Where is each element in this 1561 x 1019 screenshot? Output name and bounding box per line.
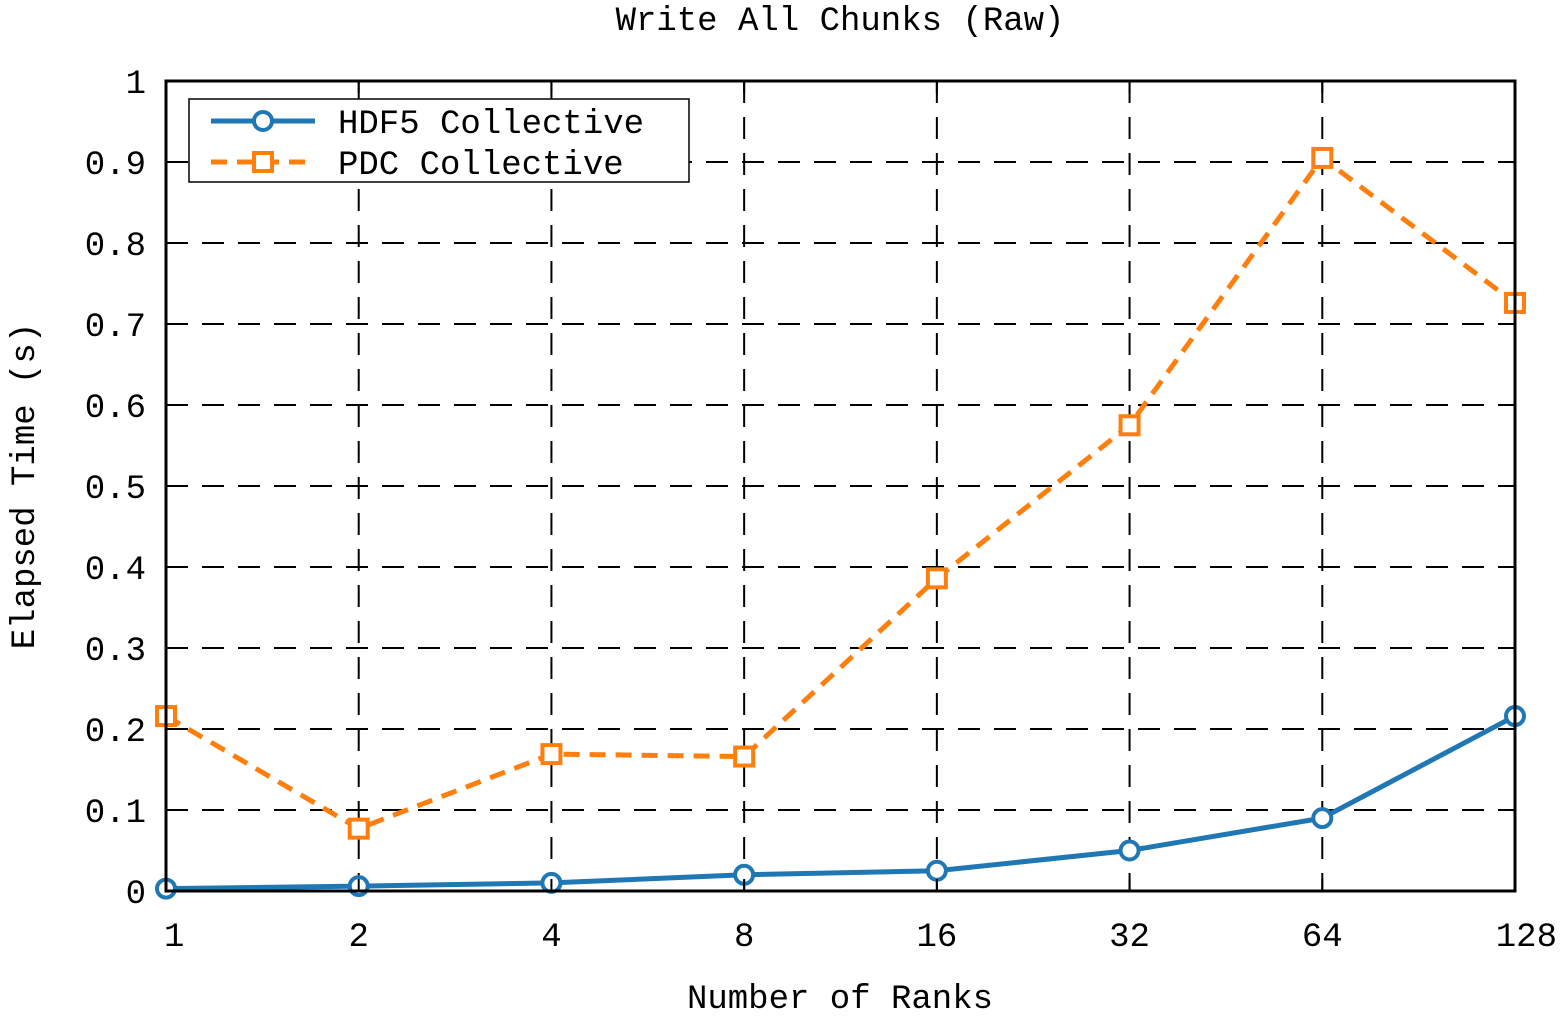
legend-marker: [252, 110, 274, 132]
data-point: [347, 817, 370, 840]
x-tick-label: 32: [1109, 919, 1150, 957]
x-tick-label: 128: [1496, 919, 1557, 957]
x-tick-label: 2: [349, 919, 369, 957]
series-line: [165, 713, 1517, 892]
data-point: [1311, 807, 1334, 830]
legend-label: PDC Collective: [338, 147, 624, 185]
chart-title: Write All Chunks (Raw): [616, 3, 1065, 41]
data-point: [925, 567, 948, 590]
y-tick-label: 0.2: [85, 714, 146, 752]
series-0: [155, 705, 1526, 900]
y-tick-label: 0.4: [85, 552, 146, 590]
x-tick-label: 1: [164, 919, 184, 957]
y-tick-label: 0.5: [85, 471, 146, 509]
series-1: [155, 146, 1526, 840]
data-point: [1311, 146, 1334, 169]
y-tick-label: 0.7: [85, 309, 146, 347]
y-tick-label: 0.6: [85, 390, 146, 428]
data-point: [540, 743, 563, 766]
y-tick-label: 0: [126, 876, 146, 914]
y-tick-label: 0.3: [85, 633, 146, 671]
x-tick-label: 4: [541, 919, 561, 957]
x-axis-label: Number of Ranks: [687, 981, 993, 1014]
series-line: [164, 155, 1517, 832]
data-point: [733, 745, 756, 768]
y-tick-label: 0.9: [85, 147, 146, 185]
data-point: [925, 859, 948, 882]
legend-label: HDF5 Collective: [338, 106, 644, 144]
legend-marker: [252, 151, 274, 173]
series-layer: [155, 146, 1526, 900]
x-tick-label: 8: [734, 919, 754, 957]
grid: [166, 81, 1515, 891]
plot-frame: [164, 79, 1517, 893]
y-axis-label: Elapsed Time (s): [7, 323, 45, 649]
data-point: [1118, 839, 1141, 862]
x-tick-label: 16: [916, 919, 957, 957]
data-point: [1118, 414, 1141, 437]
y-tick-label: 0.1: [85, 795, 146, 833]
y-tick-label: 1: [126, 66, 146, 104]
y-tick-label: 0.8: [85, 228, 146, 266]
x-tick-label: 64: [1302, 919, 1343, 957]
ticks: 0 0.1 0.2 0.3 0.4 0.5 0.6 0.7 0.8 0.9 1 1 2 4 8 16 32 64 1…: [85, 66, 1557, 957]
